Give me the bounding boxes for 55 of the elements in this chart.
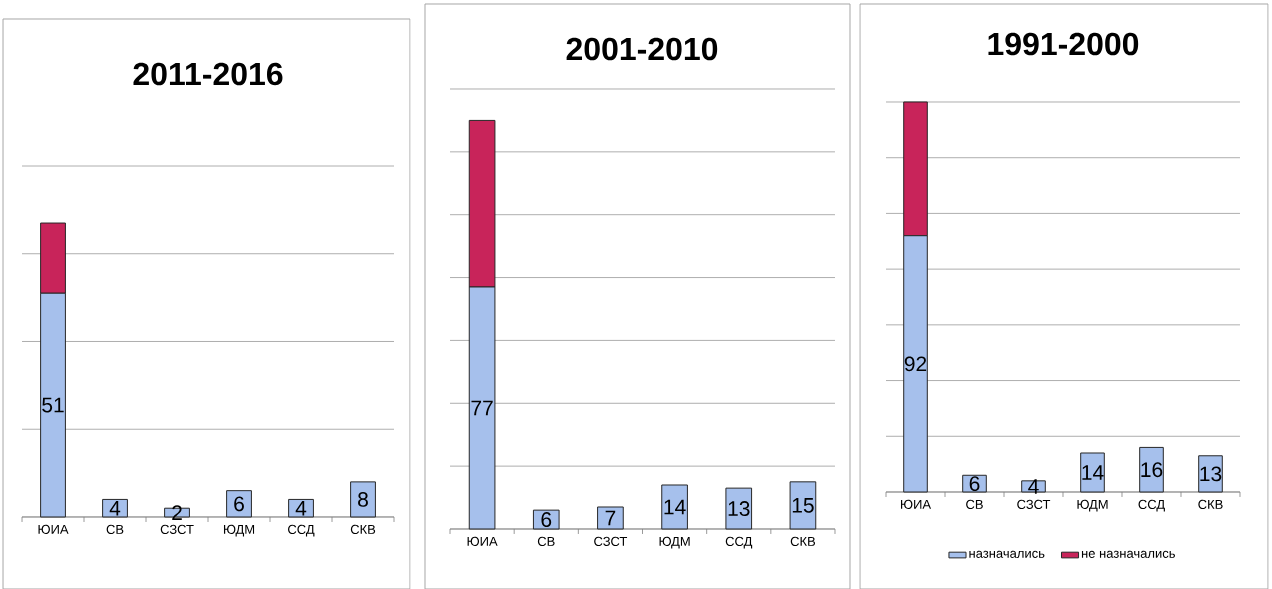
bar — [288, 498, 314, 518]
data-label: 92 — [904, 356, 927, 372]
bar — [789, 481, 817, 530]
data-label: 15 — [792, 498, 814, 513]
bar — [661, 484, 688, 530]
x-tick-label: СВ — [537, 536, 555, 546]
data-label: 14 — [1082, 465, 1104, 480]
bar — [226, 490, 252, 518]
data-label: 6 — [234, 496, 244, 512]
data-label: 77 — [471, 400, 493, 416]
x-tick-label: ЮИА — [467, 536, 498, 546]
data-label: 6 — [969, 476, 980, 492]
bar — [532, 509, 560, 530]
bar — [725, 487, 753, 530]
data-label: 4 — [109, 500, 121, 516]
data-label: 4 — [295, 500, 307, 516]
x-tick-label: ЮИА — [38, 524, 69, 534]
x-tick-label: ЮДМ — [659, 536, 690, 549]
x-tick-label: СВ — [106, 524, 124, 534]
x-tick-label: СЗСТ — [160, 524, 194, 534]
data-label: 8 — [358, 492, 368, 507]
bar — [597, 506, 624, 530]
bar — [1080, 452, 1105, 493]
data-label: 6 — [541, 512, 552, 527]
x-tick-label: СВ — [966, 499, 983, 509]
legend-label: не назначались — [1081, 550, 1175, 558]
chart-title: 1991-2000 — [988, 32, 1139, 56]
x-tick-label: СЗСТ — [594, 536, 628, 546]
legend-label: назначались — [969, 550, 1045, 558]
chart-title: 2001-2010 — [566, 37, 718, 61]
x-tick-label: СКВ — [790, 536, 816, 546]
x-tick-label: СКВ — [1198, 499, 1223, 509]
x-tick-label: ЮИА — [901, 499, 932, 509]
x-tick-label: СКВ — [350, 524, 376, 534]
x-tick-label: ССД — [288, 524, 315, 537]
data-label: 13 — [1200, 466, 1222, 482]
bar — [350, 481, 376, 518]
x-tick-label: ССД — [725, 536, 753, 549]
x-tick-label: СЗСТ — [1017, 499, 1051, 509]
bar — [1139, 446, 1164, 493]
bar — [164, 507, 190, 518]
x-tick-label: ЮДМ — [1077, 499, 1108, 512]
data-label: 13 — [728, 501, 750, 516]
bar — [102, 498, 128, 518]
data-label: 7 — [605, 510, 616, 526]
bar — [1198, 455, 1223, 493]
bar — [1021, 480, 1046, 493]
data-label: 2 — [172, 505, 182, 520]
x-tick-label: ЮДМ — [223, 524, 255, 537]
x-tick-label: ССД — [1138, 499, 1165, 512]
data-label: 16 — [1141, 462, 1163, 478]
data-label: 14 — [664, 499, 686, 515]
data-label: 4 — [1028, 479, 1039, 494]
data-label: 51 — [42, 397, 64, 413]
chart-title: 2011-2016 — [133, 62, 283, 86]
